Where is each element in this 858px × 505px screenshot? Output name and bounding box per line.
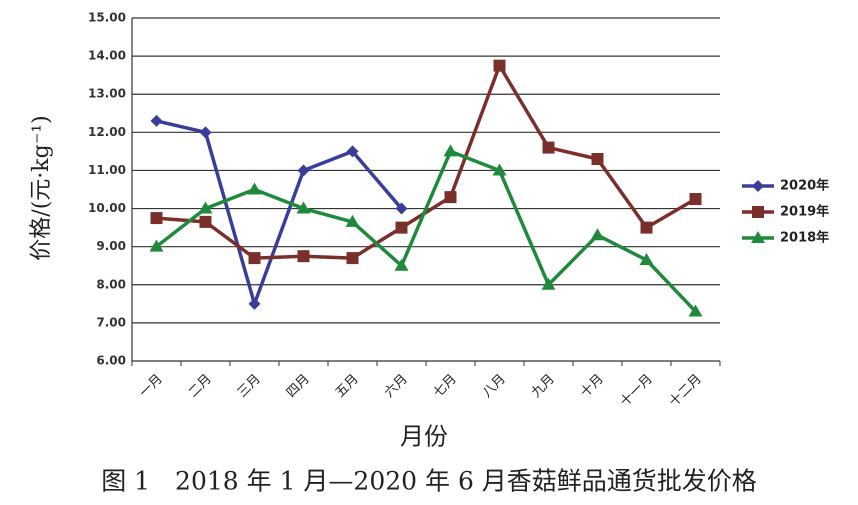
- x-tick-label: 三月: [235, 372, 264, 401]
- x-tick-label: 五月: [333, 372, 362, 401]
- y-tick-label: 10.00: [88, 201, 126, 215]
- point: [395, 202, 408, 215]
- point: [297, 250, 310, 263]
- point: [199, 126, 212, 139]
- x-tick-label: 六月: [382, 372, 411, 401]
- legend-label: 2020年: [780, 178, 829, 194]
- x-tick-label: 十一月: [618, 372, 656, 410]
- x-tick-label: 九月: [529, 372, 558, 401]
- point: [751, 231, 765, 243]
- x-tick-label: 四月: [284, 372, 313, 401]
- point: [247, 182, 262, 195]
- point: [493, 59, 506, 72]
- point: [296, 201, 311, 214]
- point: [689, 193, 702, 206]
- x-tick-label: 十二月: [667, 372, 705, 410]
- point: [248, 252, 261, 265]
- y-tick-label: 7.00: [96, 315, 126, 329]
- y-tick-label: 9.00: [96, 239, 126, 253]
- point: [752, 180, 764, 192]
- x-tick-label: 十月: [578, 372, 607, 401]
- point: [346, 145, 359, 158]
- caption: 图 1 2018 年 1 月—2020 年 6 月香菇鲜品通货批发价格: [101, 467, 757, 496]
- point: [297, 164, 310, 177]
- point: [752, 206, 764, 218]
- y-axis-title: 价格/(元·kg⁻¹): [29, 115, 54, 260]
- y-tick-label: 8.00: [96, 277, 126, 291]
- y-tick-label: 14.00: [88, 49, 126, 63]
- y-tick-label: 6.00: [96, 354, 126, 368]
- x-tick-label: 二月: [186, 372, 215, 401]
- point: [590, 228, 605, 241]
- x-axis-title: 月份: [400, 423, 448, 451]
- legend-label: 2019年: [780, 204, 829, 220]
- point: [150, 212, 163, 225]
- x-tick-label: 七月: [431, 372, 460, 401]
- point: [640, 221, 653, 234]
- point: [688, 304, 703, 317]
- series-line: [155, 149, 697, 313]
- series-line: [156, 119, 403, 306]
- point: [149, 239, 164, 252]
- point: [395, 221, 408, 234]
- point: [541, 277, 556, 290]
- point: [591, 153, 604, 166]
- point: [198, 201, 213, 214]
- point: [345, 214, 360, 227]
- y-tick-label: 13.00: [88, 87, 126, 101]
- point: [346, 252, 359, 265]
- point: [394, 258, 409, 271]
- x-tick-label: 一月: [137, 372, 166, 401]
- legend-label: 2018年: [780, 230, 829, 246]
- y-tick-label: 12.00: [88, 125, 126, 139]
- x-tick-label: 八月: [480, 372, 509, 401]
- point: [248, 297, 261, 310]
- y-tick-label: 11.00: [88, 163, 126, 177]
- point: [150, 114, 163, 127]
- point: [492, 163, 507, 176]
- point: [542, 141, 555, 154]
- point: [199, 215, 212, 228]
- y-tick-label: 15.00: [88, 11, 126, 25]
- point: [639, 253, 654, 266]
- point: [443, 144, 458, 157]
- point: [444, 191, 457, 204]
